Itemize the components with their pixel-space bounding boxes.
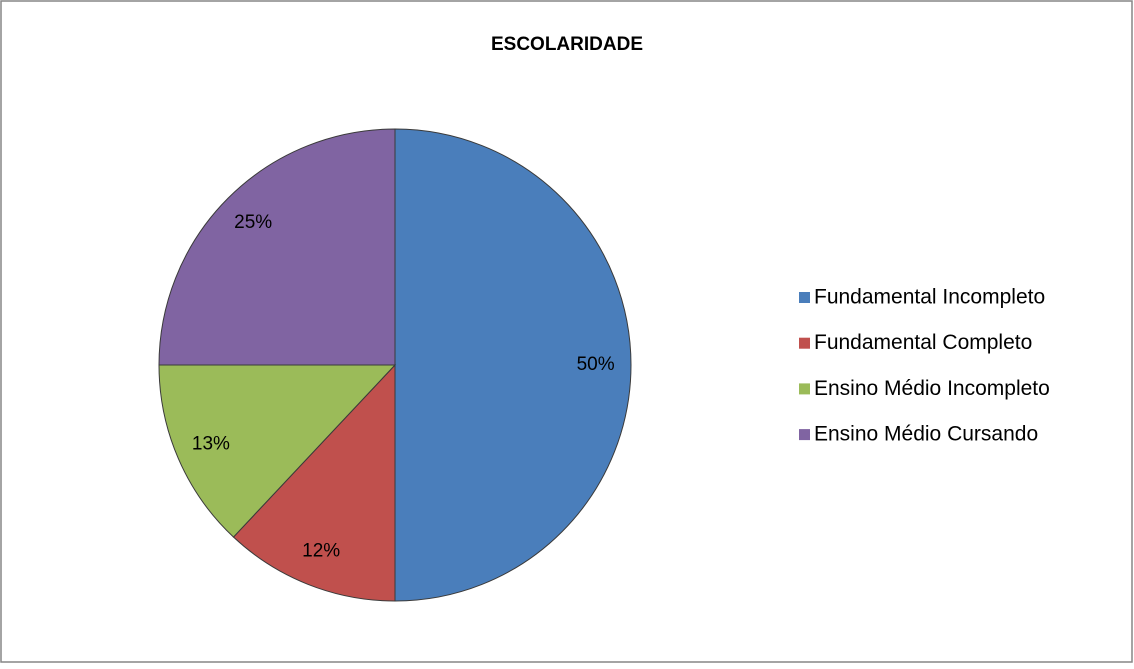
legend-label: Fundamental Completo	[814, 331, 1032, 354]
legend-swatch	[799, 292, 810, 303]
data-label: 13%	[192, 434, 230, 455]
legend-label: Fundamental Incompleto	[814, 286, 1045, 309]
data-label: 25%	[234, 212, 272, 233]
legend-label: Ensino Médio Cursando	[814, 423, 1038, 446]
legend-swatch	[799, 383, 810, 395]
data-label: 12%	[302, 541, 340, 562]
pie-slice	[158, 364, 397, 538]
legend-swatch	[799, 337, 810, 349]
pie-slice	[394, 128, 632, 602]
pie-slice	[232, 363, 396, 602]
data-label: 50%	[577, 354, 615, 375]
legend-swatch	[799, 429, 810, 441]
chart-title: ESCOLARIDADE	[491, 34, 643, 55]
legend-label: Ensino Médio Incompleto	[814, 377, 1050, 400]
pie-slice	[158, 128, 396, 366]
